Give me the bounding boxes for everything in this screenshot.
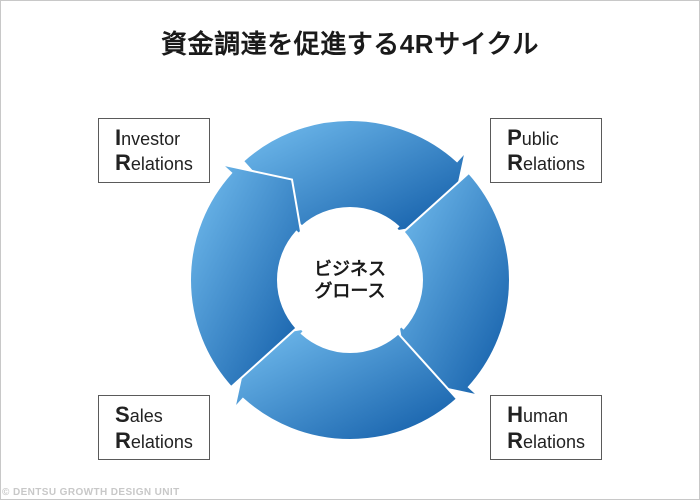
label-cap: R (115, 150, 131, 175)
label-rest: elations (131, 432, 193, 452)
label-cap: R (507, 428, 523, 453)
label-line-2: Relations (115, 150, 193, 175)
label-line-1: Sales (115, 402, 193, 427)
label-line-1: Investor (115, 125, 193, 150)
cycle-diagram: ビジネス グロース (190, 120, 510, 440)
label-cap: S (115, 402, 130, 427)
label-sales-relations: Sales Relations (98, 395, 210, 460)
label-line-2: Relations (115, 428, 193, 453)
label-cap: H (507, 402, 523, 427)
label-rest: nvestor (121, 129, 180, 149)
label-rest: elations (523, 154, 585, 174)
slide-title: 資金調達を促進する4Rサイクル (0, 24, 700, 61)
label-cap: R (507, 150, 523, 175)
center-label: ビジネス グロース (280, 210, 420, 350)
label-line-1: Human (507, 402, 585, 427)
label-public-relations: Public Relations (490, 118, 602, 183)
label-cap: R (115, 428, 131, 453)
label-rest: uman (523, 406, 568, 426)
label-line-2: Relations (507, 150, 585, 175)
label-line-2: Relations (507, 428, 585, 453)
label-cap: P (507, 125, 522, 150)
credit-line: © DENTSU GROWTH DESIGN UNIT (2, 487, 180, 498)
label-rest: elations (131, 154, 193, 174)
label-rest: ublic (522, 129, 559, 149)
label-rest: ales (130, 406, 163, 426)
label-line-1: Public (507, 125, 585, 150)
label-investor-relations: Investor Relations (98, 118, 210, 183)
label-rest: elations (523, 432, 585, 452)
label-human-relations: Human Relations (490, 395, 602, 460)
